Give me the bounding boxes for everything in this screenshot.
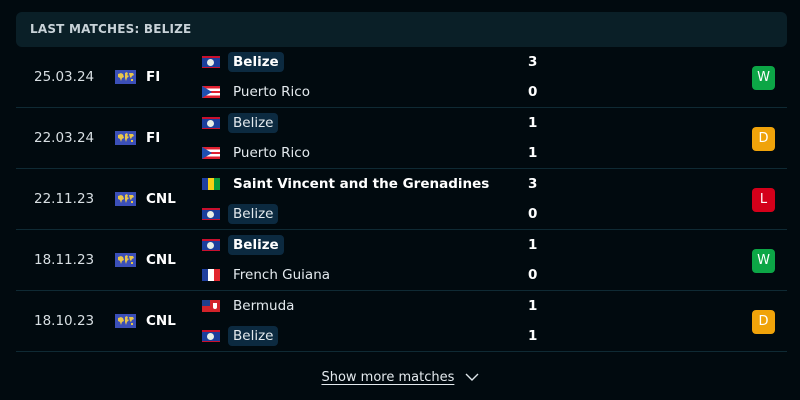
belize-flag-icon xyxy=(202,239,220,251)
result-badge: L xyxy=(752,188,775,212)
competition-name[interactable]: CNL xyxy=(146,191,176,207)
home-score: 3 xyxy=(528,54,538,70)
competition-name[interactable]: FI xyxy=(146,69,161,85)
away-score: 1 xyxy=(528,328,538,344)
team-name: Puerto Rico xyxy=(233,145,310,161)
world-icon xyxy=(115,253,136,267)
competition-name[interactable]: CNL xyxy=(146,313,176,329)
team-name: Bermuda xyxy=(233,298,295,314)
away-score: 0 xyxy=(528,84,538,100)
team-away[interactable]: Puerto Rico xyxy=(202,81,315,103)
team-home[interactable]: Saint Vincent and the Grenadines xyxy=(202,173,494,195)
world-icon xyxy=(115,70,136,84)
match-row[interactable]: 18.11.23 CNL Belize French Guiana 1 0 W xyxy=(16,230,787,291)
away-score: 0 xyxy=(528,206,538,222)
matches-list: 25.03.24 FI Belize Puerto Rico 3 0 W 22.03… xyxy=(16,47,787,352)
match-row[interactable]: 22.11.23 CNL Saint Vincent and the Grena… xyxy=(16,169,787,230)
match-date: 22.11.23 xyxy=(34,191,95,207)
chevron-down-icon xyxy=(465,373,479,381)
result-badge: W xyxy=(752,66,775,90)
match-date: 18.11.23 xyxy=(34,252,95,268)
show-more-label: Show more matches xyxy=(321,370,455,385)
team-away[interactable]: Belize xyxy=(202,325,279,347)
team-away[interactable]: Puerto Rico xyxy=(202,142,315,164)
team-home[interactable]: Belize xyxy=(202,112,279,134)
world-icon xyxy=(115,192,136,206)
france-flag-icon xyxy=(202,269,220,281)
match-row[interactable]: 22.03.24 FI Belize Puerto Rico 1 1 D xyxy=(16,108,787,169)
team-name: Belize xyxy=(228,326,279,346)
home-score: 1 xyxy=(528,237,538,253)
match-date: 25.03.24 xyxy=(34,69,95,85)
belize-flag-icon xyxy=(202,208,220,220)
match-date: 18.10.23 xyxy=(34,313,95,329)
team-away[interactable]: French Guiana xyxy=(202,264,335,286)
bermuda-flag-icon xyxy=(202,300,220,312)
home-score: 1 xyxy=(528,298,538,314)
belize-flag-icon xyxy=(202,56,220,68)
team-away[interactable]: Belize xyxy=(202,203,279,225)
home-score: 3 xyxy=(528,176,538,192)
team-name: Belize xyxy=(228,235,284,255)
svg-flag-icon xyxy=(202,178,220,190)
puerto-rico-flag-icon xyxy=(202,86,220,98)
team-home[interactable]: Belize xyxy=(202,234,284,256)
away-score: 1 xyxy=(528,145,538,161)
result-badge: D xyxy=(752,310,775,334)
team-name: Puerto Rico xyxy=(233,84,310,100)
competition-name[interactable]: CNL xyxy=(146,252,176,268)
world-icon xyxy=(115,131,136,145)
team-home[interactable]: Belize xyxy=(202,51,284,73)
team-name: Saint Vincent and the Grenadines xyxy=(233,176,490,192)
puerto-rico-flag-icon xyxy=(202,147,220,159)
home-score: 1 xyxy=(528,115,538,131)
competition-name[interactable]: FI xyxy=(146,130,161,146)
belize-flag-icon xyxy=(202,117,220,129)
belize-flag-icon xyxy=(202,330,220,342)
team-name: Belize xyxy=(228,52,284,72)
team-name: Belize xyxy=(228,204,279,224)
match-row[interactable]: 18.10.23 CNL Bermuda Belize 1 1 D xyxy=(16,291,787,352)
result-badge: W xyxy=(752,249,775,273)
team-name: French Guiana xyxy=(233,267,331,283)
team-name: Belize xyxy=(228,113,279,133)
away-score: 0 xyxy=(528,267,538,283)
match-row[interactable]: 25.03.24 FI Belize Puerto Rico 3 0 W xyxy=(16,47,787,108)
show-more-button[interactable]: Show more matches xyxy=(0,370,800,385)
team-home[interactable]: Bermuda xyxy=(202,295,299,317)
section-header: LAST MATCHES: BELIZE xyxy=(16,12,787,47)
world-icon xyxy=(115,314,136,328)
section-title: LAST MATCHES: BELIZE xyxy=(30,22,192,36)
result-badge: D xyxy=(752,127,775,151)
match-date: 22.03.24 xyxy=(34,130,95,146)
